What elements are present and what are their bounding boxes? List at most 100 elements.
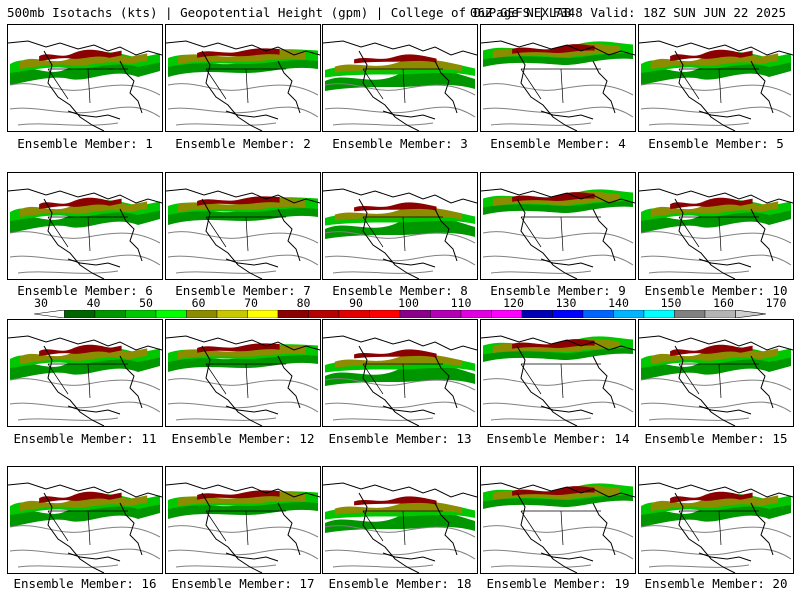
member-map-graphic bbox=[323, 40, 477, 131]
coastline-outline bbox=[520, 510, 601, 546]
coastline-outline bbox=[8, 40, 162, 131]
height-contour bbox=[332, 417, 434, 421]
height-contour bbox=[490, 122, 592, 126]
map-panel-member-7 bbox=[165, 172, 321, 280]
height-contour bbox=[640, 83, 792, 96]
colorbar-right-arrow bbox=[735, 310, 766, 318]
colorbar-swatch bbox=[643, 310, 675, 318]
height-contour bbox=[648, 564, 750, 568]
height-contour bbox=[17, 564, 119, 568]
colorbar-tick-label: 120 bbox=[503, 296, 524, 310]
height-contour bbox=[324, 106, 476, 118]
height-contour bbox=[167, 525, 319, 538]
height-contour bbox=[167, 401, 319, 413]
coastline-outline bbox=[8, 335, 162, 426]
height-contour bbox=[324, 378, 476, 391]
map-panel-member-19 bbox=[480, 466, 636, 574]
colorbar-swatch bbox=[308, 310, 340, 318]
colorbar-tick-label: 160 bbox=[713, 296, 734, 310]
colorbar-swatch bbox=[613, 310, 645, 318]
map-panel-member-14 bbox=[480, 319, 636, 427]
member-map-graphic bbox=[8, 188, 162, 279]
height-contour bbox=[167, 83, 319, 96]
height-contour bbox=[332, 564, 434, 568]
height-contour bbox=[482, 378, 634, 391]
map-panel-member-18 bbox=[322, 466, 478, 574]
height-contour bbox=[9, 401, 161, 413]
panel-label-member-8: Ensemble Member: 8 bbox=[332, 283, 468, 298]
colorbar-swatch bbox=[491, 310, 523, 318]
map-panel-member-16 bbox=[7, 466, 163, 574]
isotach-shading bbox=[197, 48, 280, 58]
height-contour bbox=[332, 270, 434, 274]
height-contour bbox=[324, 548, 476, 560]
height-contour bbox=[17, 122, 119, 126]
colorbar-swatch bbox=[460, 310, 492, 318]
coastline-outline bbox=[8, 482, 162, 573]
isotach-shading bbox=[325, 68, 475, 91]
colorbar-swatch bbox=[369, 310, 401, 318]
panel-label-member-11: Ensemble Member: 11 bbox=[13, 431, 157, 446]
height-contour bbox=[640, 106, 792, 118]
isotach-colorbar: 30 40 50 60 70 80 90 100 110 120 130 140 150 160 170 bbox=[0, 296, 800, 320]
colorbar-tick-label: 150 bbox=[660, 296, 682, 310]
coastline-outline bbox=[678, 68, 759, 104]
colorbar-tick-label: 40 bbox=[86, 296, 101, 310]
isotach-shading bbox=[325, 363, 475, 386]
colorbar-left-arrow bbox=[34, 310, 65, 318]
isotach-shading bbox=[39, 197, 122, 209]
height-contour bbox=[482, 231, 634, 244]
height-contour bbox=[167, 106, 319, 118]
isotach-shading bbox=[325, 510, 475, 533]
map-panel-member-4 bbox=[480, 24, 636, 132]
height-contour bbox=[640, 231, 792, 244]
colorbar-swatch bbox=[94, 310, 126, 318]
colorbar-swatch bbox=[64, 310, 96, 318]
height-contour bbox=[482, 106, 634, 118]
map-header: 500mb Isotachs (kts) | Geopotential Heig… bbox=[0, 0, 800, 24]
coastline-outline bbox=[481, 335, 635, 426]
member-map-graphic bbox=[8, 335, 162, 426]
isotach-shading bbox=[39, 49, 122, 61]
panel-label-member-13: Ensemble Member: 13 bbox=[328, 431, 472, 446]
isotach-shading bbox=[670, 197, 753, 209]
panel-label-member-4: Ensemble Member: 4 bbox=[490, 136, 626, 151]
coastline-outline bbox=[323, 40, 477, 131]
panel-label-member-12: Ensemble Member: 12 bbox=[171, 431, 315, 446]
height-contour bbox=[640, 548, 792, 560]
coastline-outline bbox=[47, 68, 128, 104]
isotach-shading bbox=[670, 49, 753, 61]
isotach-shading bbox=[39, 344, 122, 356]
coastline-outline bbox=[205, 68, 286, 104]
height-contour bbox=[9, 548, 161, 560]
map-panel-member-10 bbox=[638, 172, 794, 280]
colorbar-swatch bbox=[125, 310, 157, 318]
colorbar-swatch bbox=[277, 310, 309, 318]
colorbar-bar bbox=[34, 310, 766, 318]
member-map-graphic bbox=[166, 40, 320, 131]
colorbar-tick-label: 80 bbox=[296, 296, 311, 310]
height-contour bbox=[17, 417, 119, 421]
isotach-shading bbox=[512, 44, 595, 54]
coastline-outline bbox=[362, 510, 443, 546]
coastline-outline bbox=[678, 510, 759, 546]
map-panel-member-6 bbox=[7, 172, 163, 280]
colorbar-swatch bbox=[430, 310, 462, 318]
map-panel-member-1 bbox=[7, 24, 163, 132]
isotach-shading bbox=[512, 192, 595, 202]
coastline-outline bbox=[678, 216, 759, 252]
panel-label-member-18: Ensemble Member: 18 bbox=[328, 576, 472, 591]
coastline-outline bbox=[520, 363, 601, 399]
member-map-graphic bbox=[481, 335, 635, 426]
isotach-shading bbox=[670, 491, 753, 503]
isotach-shading bbox=[354, 496, 437, 506]
map-panel-member-13 bbox=[322, 319, 478, 427]
map-panel-member-2 bbox=[165, 24, 321, 132]
map-panel-member-15 bbox=[638, 319, 794, 427]
height-contour bbox=[9, 83, 161, 96]
map-panel-member-12 bbox=[165, 319, 321, 427]
map-panel-member-3 bbox=[322, 24, 478, 132]
height-contour bbox=[648, 270, 750, 274]
colorbar-swatch bbox=[552, 310, 584, 318]
panel-label-member-17: Ensemble Member: 17 bbox=[171, 576, 315, 591]
